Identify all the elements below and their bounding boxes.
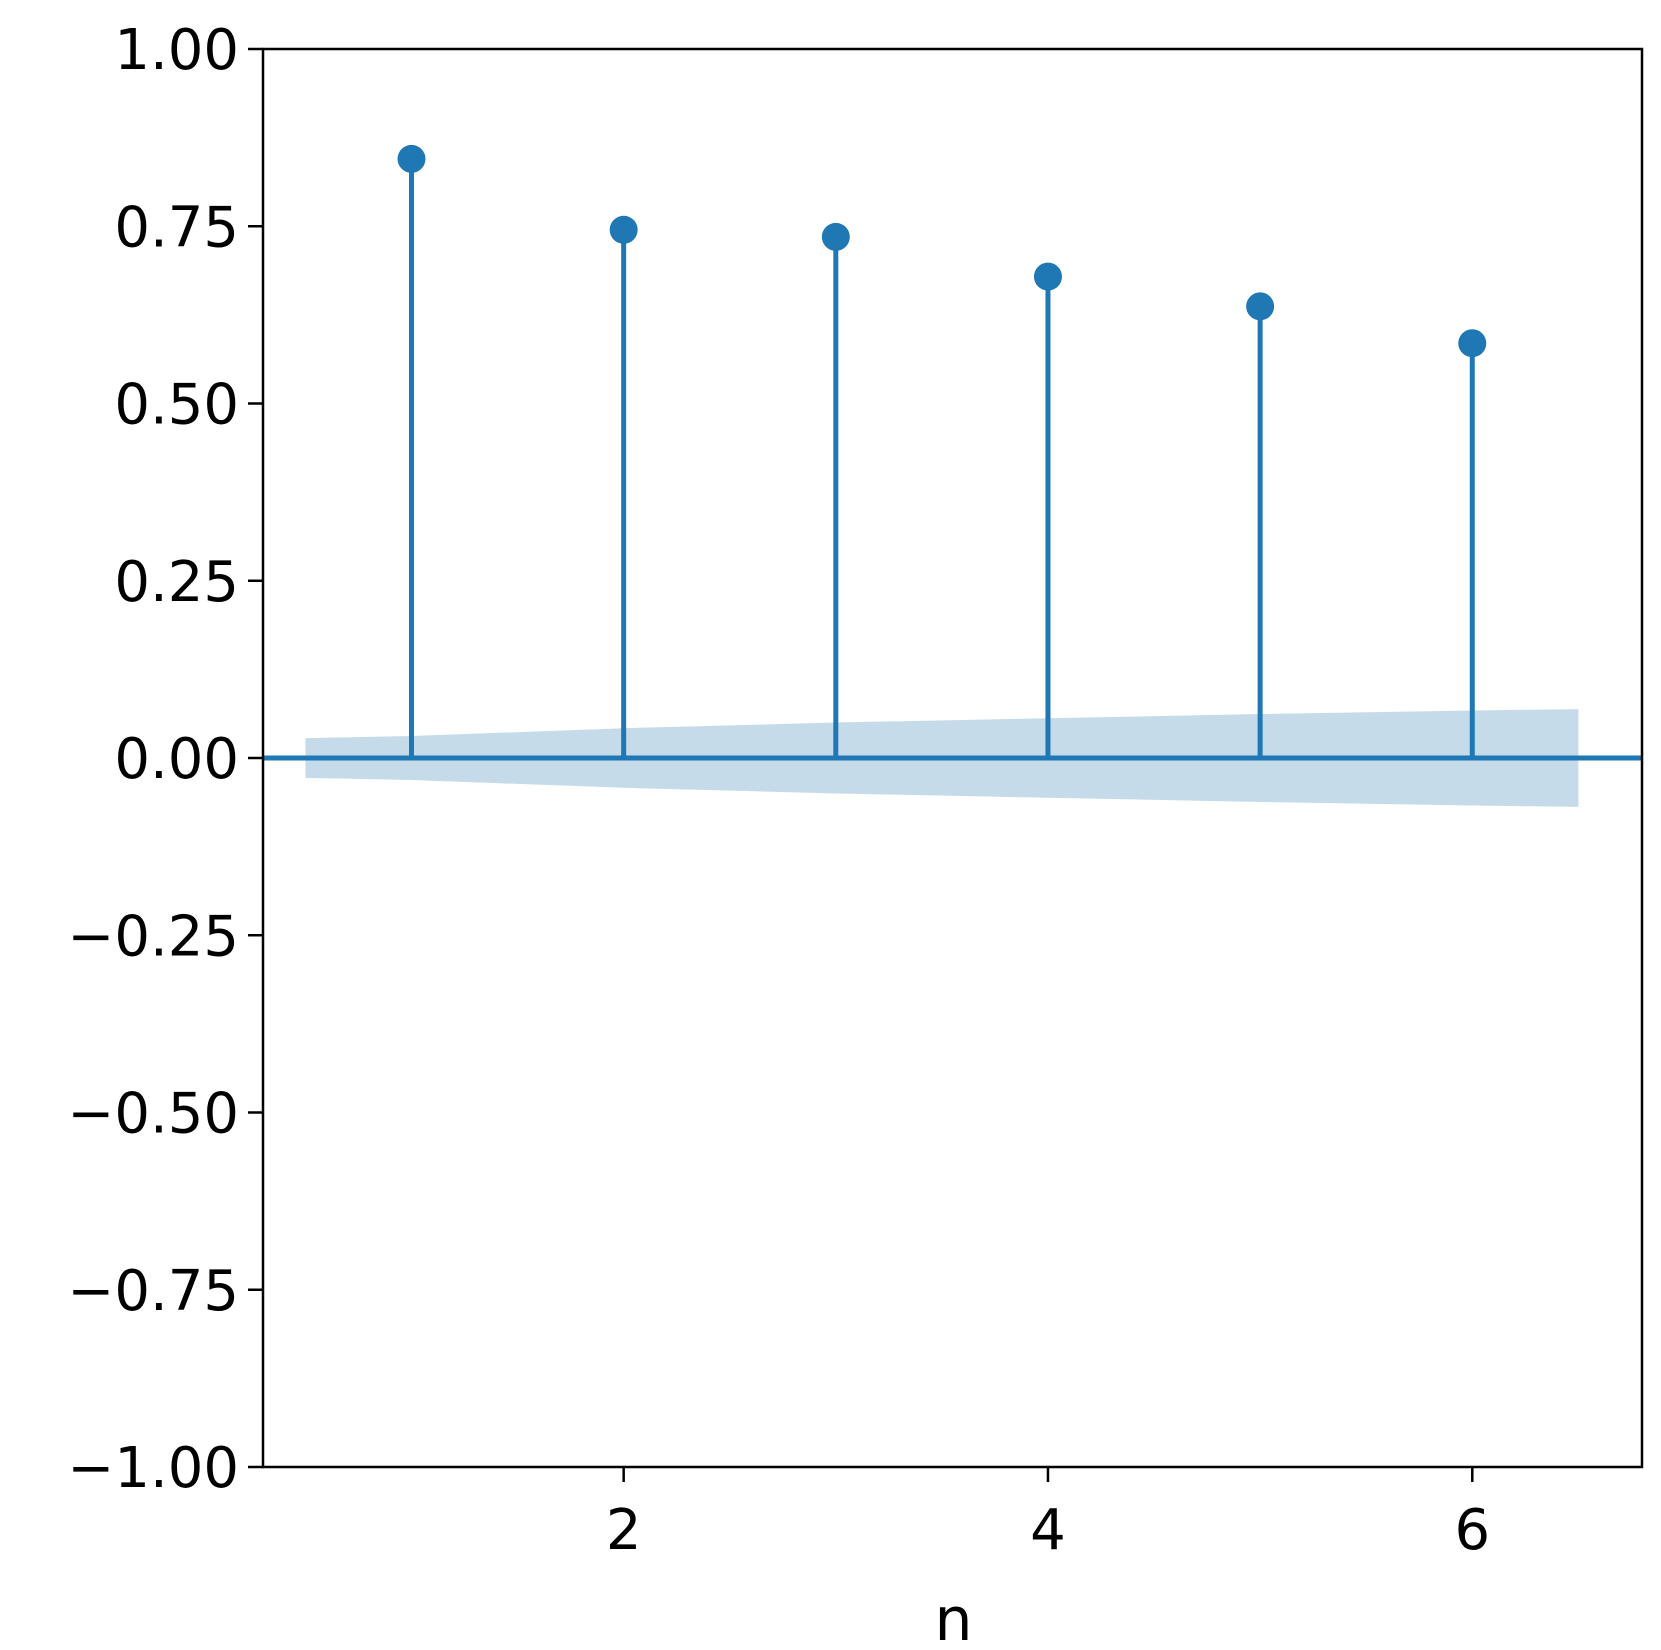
y-tick-label: 0.75 <box>114 195 239 260</box>
stem-marker <box>397 144 426 173</box>
y-axis-ticks: 1.00 0.75 0.50 0.25 0.00 −0.25 −0.50 −0.75 −1.00 <box>67 18 263 1501</box>
stem-marker <box>1033 262 1062 291</box>
y-tick-label: 0.50 <box>114 373 239 438</box>
y-tick-label: −0.25 <box>67 904 239 969</box>
stems-layer <box>397 144 1487 758</box>
y-tick-label: −0.75 <box>67 1259 239 1324</box>
stem-marker <box>1458 329 1487 358</box>
stem-marker <box>821 222 850 251</box>
x-tick-label: 6 <box>1454 1498 1490 1563</box>
y-tick-label: −0.50 <box>67 1082 239 1147</box>
x-tick-label: 2 <box>606 1498 642 1563</box>
y-tick-label: 1.00 <box>114 18 239 83</box>
y-tick-label: 0.00 <box>114 727 239 792</box>
stem-marker <box>609 215 638 244</box>
y-tick-label: 0.25 <box>114 550 239 615</box>
x-axis-label: n <box>934 1585 972 1650</box>
stem-marker <box>1246 292 1275 321</box>
y-tick-label: −1.00 <box>67 1436 239 1501</box>
x-tick-label: 4 <box>1030 1498 1066 1563</box>
x-axis-ticks: 2 4 6 <box>606 1467 1490 1563</box>
